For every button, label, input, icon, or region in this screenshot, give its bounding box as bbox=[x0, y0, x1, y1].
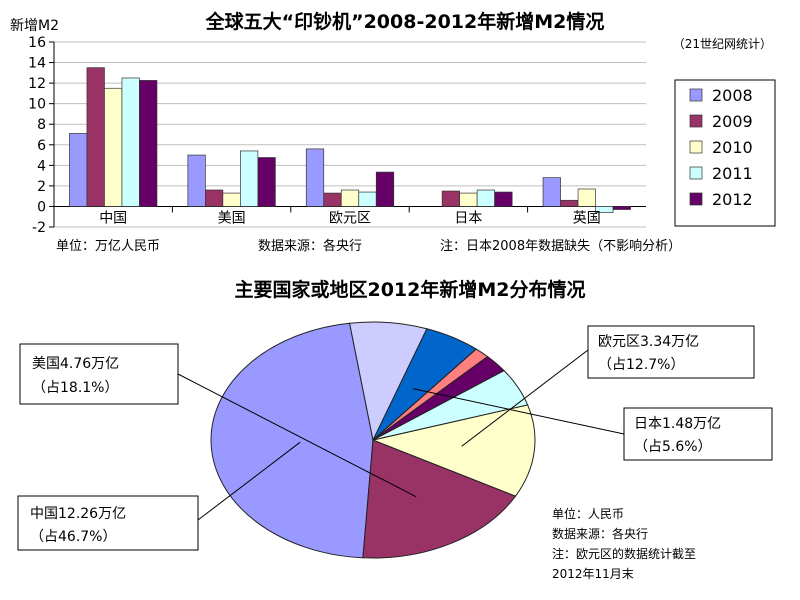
bar-footer-unit: 单位：万亿人民币 bbox=[56, 239, 160, 254]
pie-footnote-note: 注：欧元区的数据统计截至 bbox=[552, 546, 696, 561]
bar-footer-source: 数据来源：各央行 bbox=[258, 238, 362, 254]
pie-callout-euro: 欧元区3.34万亿 （占12.7%） bbox=[587, 325, 755, 379]
pie-chart-title: 主要国家或地区2012年新增M2分布情况 bbox=[234, 278, 585, 301]
bar-英国-2009 bbox=[560, 199, 579, 207]
bar-日本-2010 bbox=[459, 192, 478, 207]
pie-callout-japan: 日本1.48万亿 （占5.6%） bbox=[623, 407, 773, 461]
bar-日本-2012 bbox=[494, 191, 513, 207]
pie-footnote-source: 数据来源：各央行 bbox=[552, 526, 648, 541]
bar-英国-2008 bbox=[542, 177, 561, 207]
pie-leader-line bbox=[412, 388, 625, 435]
bar-x-tick-label: 欧元区 bbox=[329, 210, 371, 226]
bar-legend: 2008 2009 2010 2011 2012 bbox=[689, 86, 753, 209]
bar-y-tick-label: 8 bbox=[37, 117, 46, 133]
pie-callout-usa: 美国4.76万亿 （占18.1%） bbox=[19, 343, 179, 405]
bar-footer-note: 注：日本2008年数据缺失（不影响分析） bbox=[440, 238, 681, 254]
bar-日本-2009 bbox=[441, 190, 460, 207]
bar-x-tick-label: 美国 bbox=[218, 210, 246, 226]
bar-欧元区-2010 bbox=[340, 189, 360, 207]
bar-欧元区-2008 bbox=[305, 148, 325, 207]
bar-legend-swatch-2008 bbox=[689, 88, 703, 102]
bar-欧元区-2009 bbox=[323, 192, 342, 207]
bar-美国-2009 bbox=[205, 189, 224, 207]
bar-legend-swatch-2012 bbox=[689, 192, 703, 206]
bar-美国-2012 bbox=[257, 157, 276, 207]
bar-y-axis-label: 新增M2 bbox=[10, 18, 59, 34]
bar-source-tag: （21世纪网统计） bbox=[673, 37, 772, 51]
pie-leader-line bbox=[177, 373, 417, 498]
bar-y-tick-label: 16 bbox=[28, 35, 46, 51]
bar-legend-swatch-2009 bbox=[689, 114, 703, 128]
pie-callout-usa-line1: 美国4.76万亿 bbox=[32, 356, 119, 372]
pie-callout-china-line1: 中国12.26万亿 bbox=[30, 506, 126, 522]
bar-中国-2011 bbox=[121, 77, 140, 207]
pie-callout-china: 中国12.26万亿 （占46.7%） bbox=[17, 495, 199, 551]
pie-footnote-date: 2012年11月末 bbox=[552, 567, 634, 581]
pie-leader-line bbox=[197, 441, 301, 521]
bar-中国-2012 bbox=[139, 80, 158, 207]
bar-中国-2008 bbox=[69, 133, 88, 207]
bar-英国-2012 bbox=[612, 206, 631, 210]
bar-legend-label-2011: 2011 bbox=[712, 164, 753, 183]
pie-callout-euro-line1: 欧元区3.34万亿 bbox=[598, 334, 699, 350]
bar-x-tick-label: 英国 bbox=[573, 209, 601, 226]
bar-x-tick-label: 日本 bbox=[454, 210, 482, 226]
bar-legend-label-2008: 2008 bbox=[712, 86, 753, 105]
pie-slices bbox=[210, 321, 536, 559]
bar-欧元区-2012 bbox=[375, 171, 395, 207]
pie-slice-美国 bbox=[362, 439, 517, 559]
bar-中国-2009 bbox=[86, 67, 105, 207]
bar-legend-label-2012: 2012 bbox=[712, 190, 753, 209]
pie-slice-other-7 bbox=[348, 321, 428, 442]
bar-y-tick-label: 2 bbox=[37, 179, 46, 195]
pie-leader-lines bbox=[177, 349, 625, 521]
bar-legend-swatch-2011 bbox=[689, 166, 703, 180]
pie-callout-japan-line1: 日本1.48万亿 bbox=[634, 416, 721, 432]
bar-y-tick-label: 10 bbox=[28, 97, 46, 113]
pie-slice-欧元区 bbox=[371, 404, 536, 497]
pie-footnote-unit: 单位：人民币 bbox=[552, 506, 624, 521]
bar-x-ticks: 中国 美国 欧元区 日本 英国 bbox=[99, 206, 601, 226]
pie-leader-line bbox=[461, 349, 589, 447]
bar-美国-2008 bbox=[187, 154, 206, 207]
pie-slice-中国 bbox=[210, 322, 374, 559]
bar-marks bbox=[69, 67, 631, 213]
bar-欧元区-2011 bbox=[358, 191, 377, 207]
pie-callout-euro-line2: （占12.7%） bbox=[598, 357, 684, 373]
pie-callout-usa-line2: （占18.1%） bbox=[32, 380, 118, 396]
bar-美国-2010 bbox=[222, 192, 241, 207]
bar-x-tick-label: 中国 bbox=[99, 210, 127, 226]
pie-callout-japan-line2: （占5.6%） bbox=[634, 439, 712, 455]
bar-y-tick-label: 12 bbox=[28, 76, 46, 92]
bar-legend-label-2009: 2009 bbox=[712, 112, 753, 131]
bar-y-tick-label: 4 bbox=[37, 158, 46, 174]
bar-美国-2011 bbox=[240, 150, 259, 207]
bar-y-tick-label: 14 bbox=[28, 56, 46, 72]
bar-y-tick-label: -2 bbox=[32, 220, 46, 236]
bar-legend-label-2010: 2010 bbox=[712, 138, 753, 157]
bar-中国-2010 bbox=[104, 87, 123, 207]
bar-y-tick-label: 0 bbox=[37, 199, 46, 215]
bar-y-tick-label: 6 bbox=[37, 138, 46, 154]
bar-日本-2011 bbox=[476, 189, 495, 207]
bar-chart-title: 全球五大“印钞机”2008-2012年新增M2情况 bbox=[205, 10, 605, 33]
bar-英国-2010 bbox=[577, 188, 596, 207]
bar-legend-swatch-2010 bbox=[689, 140, 703, 154]
pie-callout-china-line2: （占46.7%） bbox=[30, 529, 116, 545]
